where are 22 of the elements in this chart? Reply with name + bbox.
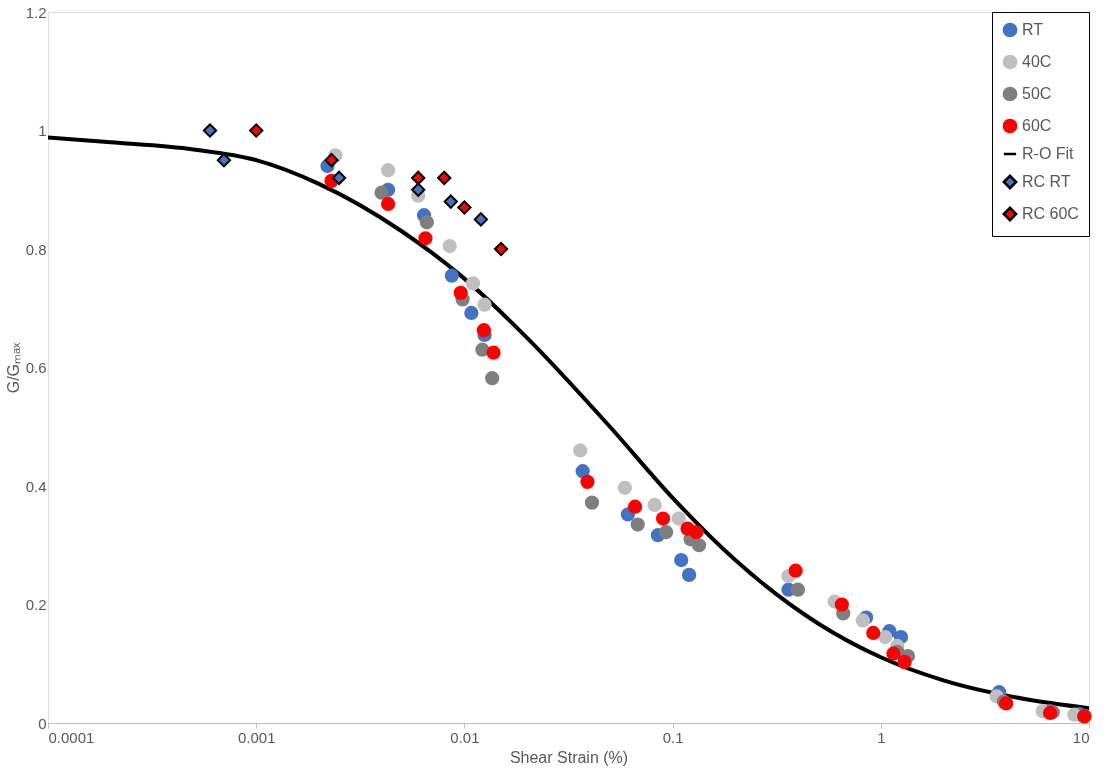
- x-tick-label: 0.1: [662, 728, 684, 746]
- x-tick-label: 0.01: [450, 728, 480, 746]
- y-tick-label: 0.2: [25, 596, 47, 613]
- x-axis-title: Shear Strain (%): [509, 748, 629, 766]
- legend-label: 60C: [1022, 117, 1052, 134]
- legend-label: 40C: [1022, 53, 1052, 70]
- x-tick-label: 0.0001: [48, 728, 95, 746]
- legend-label: RT: [1022, 21, 1044, 38]
- y-tick-label: 0.8: [25, 240, 47, 258]
- legend-label: RC 60C: [1022, 205, 1079, 222]
- legend-label: RC RT: [1022, 173, 1071, 190]
- y-axis-title: G/Gₘₐₓ: [4, 341, 22, 394]
- y-tick-label: 0.4: [25, 477, 47, 495]
- y-tick-label: 1: [38, 122, 47, 139]
- legend-label: 50C: [1022, 85, 1052, 102]
- x-tick-label: 10: [1072, 728, 1090, 746]
- y-tick-label: 1.2: [25, 3, 47, 21]
- y-tick-label: 0.6: [25, 359, 47, 376]
- y-tick-label: 0: [38, 714, 47, 732]
- x-tick-label: 1: [877, 728, 886, 746]
- legend-label: R-O Fit: [1022, 145, 1075, 162]
- x-tick-label: 0.001: [237, 728, 276, 746]
